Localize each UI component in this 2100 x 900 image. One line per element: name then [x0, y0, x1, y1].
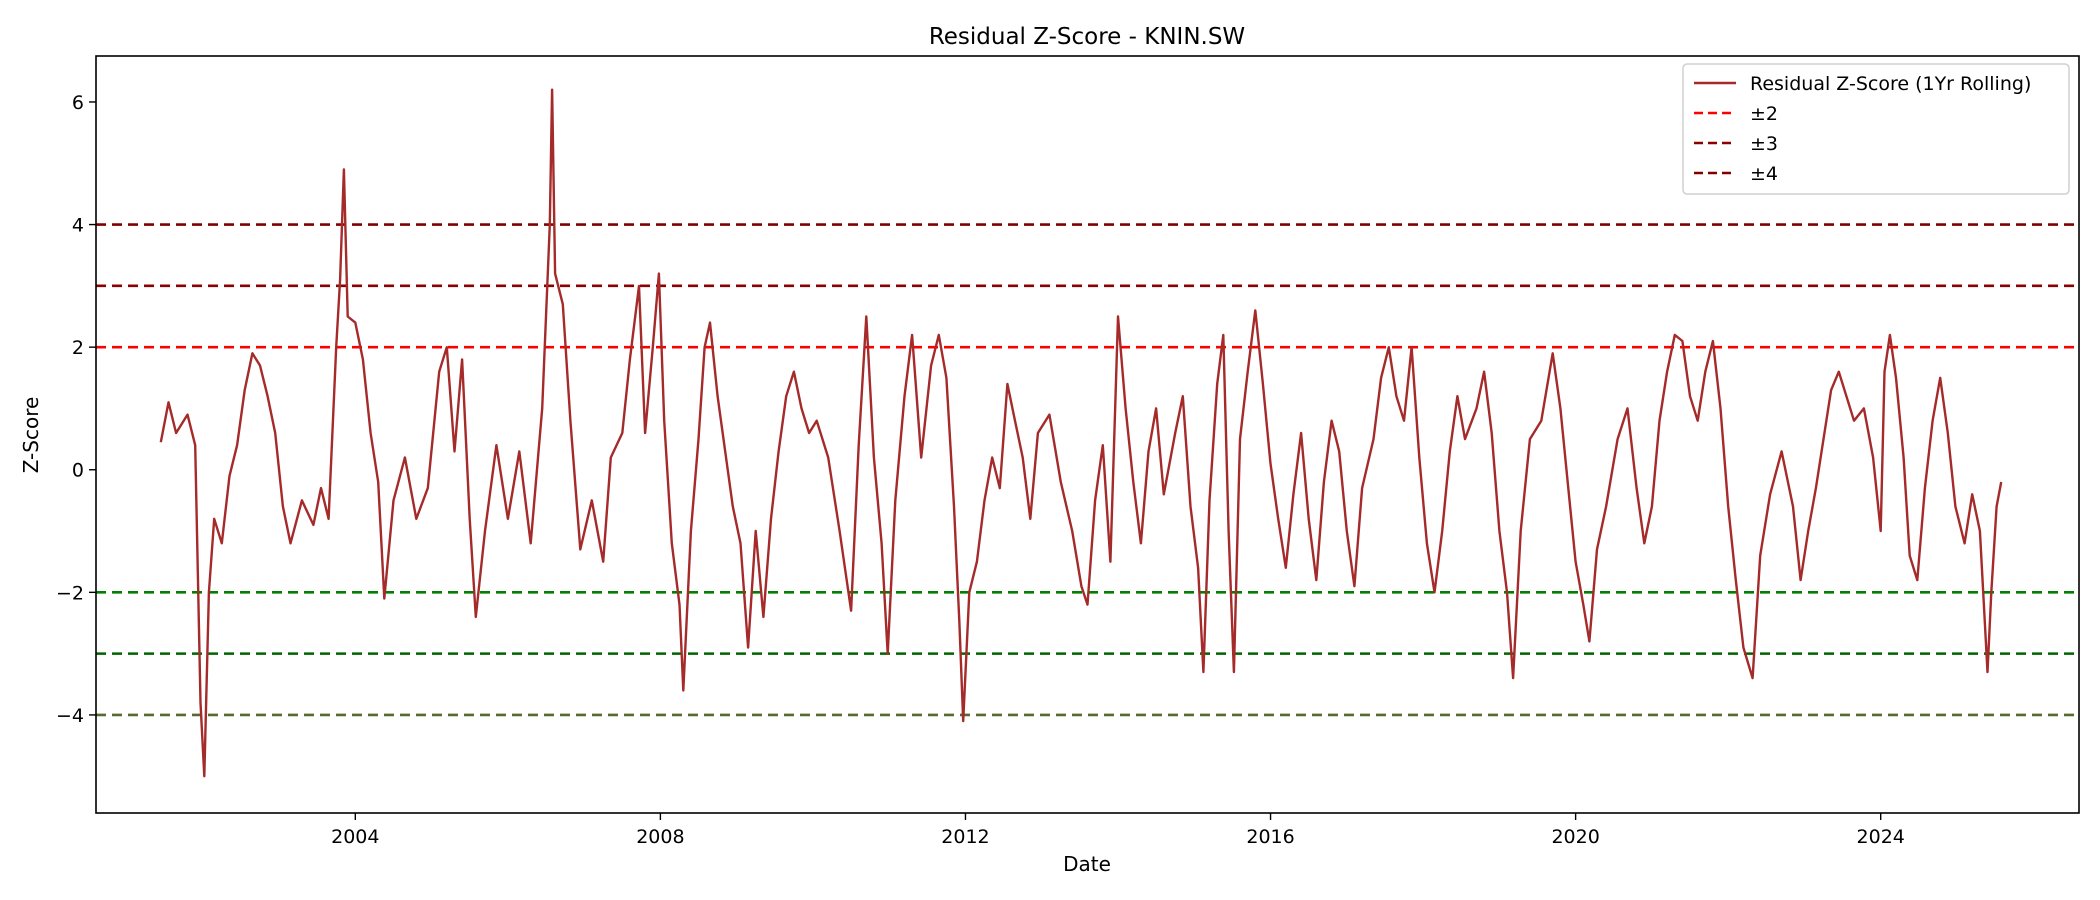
legend-label-series: Residual Z-Score (1Yr Rolling): [1750, 73, 2031, 95]
y-tick-label: 4: [72, 215, 84, 237]
legend-label-3: ±3: [1750, 133, 1778, 155]
legend-label-2: ±2: [1750, 103, 1778, 125]
y-axis: −4 −2 0 2 4 6: [56, 92, 96, 727]
x-axis: 2004 2008 2012 2016 2020 2024: [331, 813, 1905, 848]
chart-title: Residual Z-Score - KNIN.SW: [929, 24, 1245, 50]
series-line-0: [159, 88, 2003, 778]
y-tick-label: 6: [72, 92, 84, 114]
x-tick-label: 2012: [941, 826, 989, 848]
legend: Residual Z-Score (1Yr Rolling) ±2 ±3 ±4: [1682, 63, 2070, 195]
x-tick-label: 2020: [1551, 826, 1599, 848]
y-tick-label: 2: [72, 337, 84, 359]
series-layer: [159, 88, 2003, 778]
y-tick-label: −4: [56, 705, 84, 727]
reference-lines: [96, 223, 2079, 717]
y-axis-label: Z-Score: [19, 397, 43, 474]
y-tick-label: 0: [72, 460, 84, 482]
x-tick-label: 2024: [1857, 826, 1905, 848]
x-tick-label: 2004: [331, 826, 379, 848]
y-tick-label: −2: [56, 582, 84, 604]
x-tick-label: 2016: [1246, 826, 1294, 848]
x-tick-label: 2008: [636, 826, 684, 848]
legend-label-4: ±4: [1750, 163, 1778, 185]
plot-frame: [95, 55, 2080, 814]
legend-box: [1682, 63, 2070, 195]
x-axis-label: Date: [1063, 852, 1111, 876]
